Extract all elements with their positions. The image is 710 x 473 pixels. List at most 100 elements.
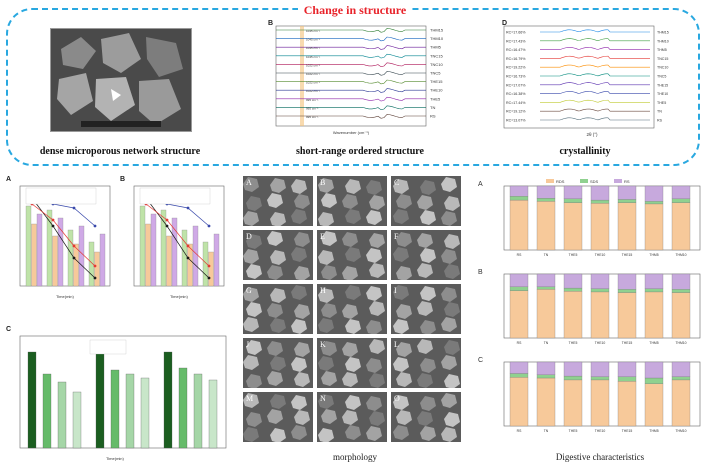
series-line <box>145 203 210 267</box>
chart-frame <box>19 185 111 287</box>
granule <box>246 264 262 279</box>
granule <box>420 286 436 301</box>
digestive-category: THM10 <box>675 429 686 433</box>
morph-label: C <box>394 178 400 187</box>
ftir-line-THE5 <box>276 96 426 102</box>
granule <box>444 264 460 279</box>
granule <box>444 412 460 427</box>
granule <box>417 195 433 210</box>
bar <box>145 223 151 287</box>
stack-RDS <box>563 291 583 339</box>
ftir-line-TNC15 <box>276 53 426 59</box>
granule <box>420 210 436 225</box>
granule <box>321 341 337 356</box>
bar <box>181 229 188 287</box>
granule <box>393 425 409 440</box>
stack-RDS <box>617 202 637 251</box>
morph-granules <box>393 177 460 226</box>
stack-RS <box>536 273 556 287</box>
bar <box>57 217 64 287</box>
ftir-series-label-RS: RS <box>430 114 436 119</box>
granule <box>291 357 307 372</box>
granule <box>267 303 283 318</box>
morph-granules <box>243 285 310 334</box>
xrd-series-label-THM5: THM5 <box>657 48 667 52</box>
granule <box>321 265 337 280</box>
morph-label: I <box>394 286 397 295</box>
granule <box>270 178 286 193</box>
series-point <box>51 218 55 222</box>
xrd-panel-label: D <box>502 20 508 27</box>
granule <box>246 196 262 211</box>
ftir-series-label-THM15: THM15 <box>430 28 444 33</box>
granule <box>396 232 412 247</box>
ftir-peak-label: 1045 cm⁻¹ <box>306 38 320 42</box>
left-chart-a-plot <box>19 185 111 287</box>
morph-granules <box>393 393 460 442</box>
legend-swatch-RS <box>614 179 622 183</box>
ftir-series-label-THM5: THM5 <box>430 45 442 50</box>
granule <box>393 285 409 300</box>
stack-RDS <box>644 291 664 339</box>
bar <box>88 241 95 287</box>
series-point <box>72 256 76 260</box>
chart-c-bar <box>178 367 188 449</box>
legend-swatch-SDS <box>580 179 588 183</box>
granule <box>396 342 412 357</box>
digestive-category: RS <box>517 429 522 433</box>
ftir-peak-label: 1022 cm⁻¹ <box>306 81 320 85</box>
granule <box>294 372 310 387</box>
morph-granules <box>243 231 310 280</box>
bar <box>46 209 53 287</box>
stack-SDS <box>536 374 556 379</box>
stack-RDS <box>590 291 610 339</box>
stack-SDS <box>590 376 610 381</box>
ftir-series-label-TNC10: TNC10 <box>430 62 443 67</box>
digestive-panel-label: C <box>478 357 483 364</box>
ftir-xlabel: Wavenumber (cm⁻¹) <box>333 130 370 135</box>
xrd-series-label-THM15: THM15 <box>657 31 669 35</box>
morph-cell-F: F <box>391 230 461 280</box>
granule <box>270 356 286 371</box>
stack-RDS <box>590 203 610 251</box>
stack-SDS <box>644 288 664 293</box>
morph-label: D <box>246 232 252 241</box>
bar <box>67 229 74 287</box>
granule <box>243 287 259 302</box>
granule <box>417 373 433 388</box>
series-point <box>93 264 97 268</box>
granule <box>441 355 457 370</box>
granule <box>243 355 259 370</box>
xrd-line-THM5 <box>540 47 650 50</box>
morph-granules <box>393 232 460 280</box>
granule <box>369 263 385 278</box>
granule <box>342 194 358 209</box>
xrd-rc-label: RC=17.66% <box>506 31 526 35</box>
xrd-rc-label: RC=19.22% <box>506 66 526 70</box>
stack-SDS <box>617 376 637 382</box>
digestive-plot: A RDS SDS RS RS TN THE5 THE10 THE15 THM5 THM10 B RS T… <box>478 179 701 433</box>
panel-a-label: A <box>6 176 12 183</box>
granule <box>321 231 337 246</box>
digestive-category: TN <box>544 429 549 433</box>
series-point <box>72 206 76 210</box>
stack-SDS <box>590 288 610 293</box>
morph-cell-C: C <box>391 176 461 226</box>
granule <box>243 427 259 442</box>
morph-cell-M: M <box>243 392 313 442</box>
granule <box>294 232 310 247</box>
granule <box>366 286 382 301</box>
stack-SDS <box>509 373 529 378</box>
digestive-category: THM5 <box>649 341 658 345</box>
legend-label-SDS: SDS <box>590 179 599 184</box>
xrd-rc-label: RC=16.73% <box>506 75 526 79</box>
morph-granules <box>318 231 385 280</box>
series-point <box>207 224 211 228</box>
granule <box>441 211 457 226</box>
morph-cell-L: L <box>391 338 461 388</box>
granule <box>444 374 460 388</box>
stack-RS <box>671 273 691 290</box>
granule <box>396 410 412 425</box>
morph-cell-B: B <box>317 176 387 226</box>
morph-granules <box>243 340 310 388</box>
